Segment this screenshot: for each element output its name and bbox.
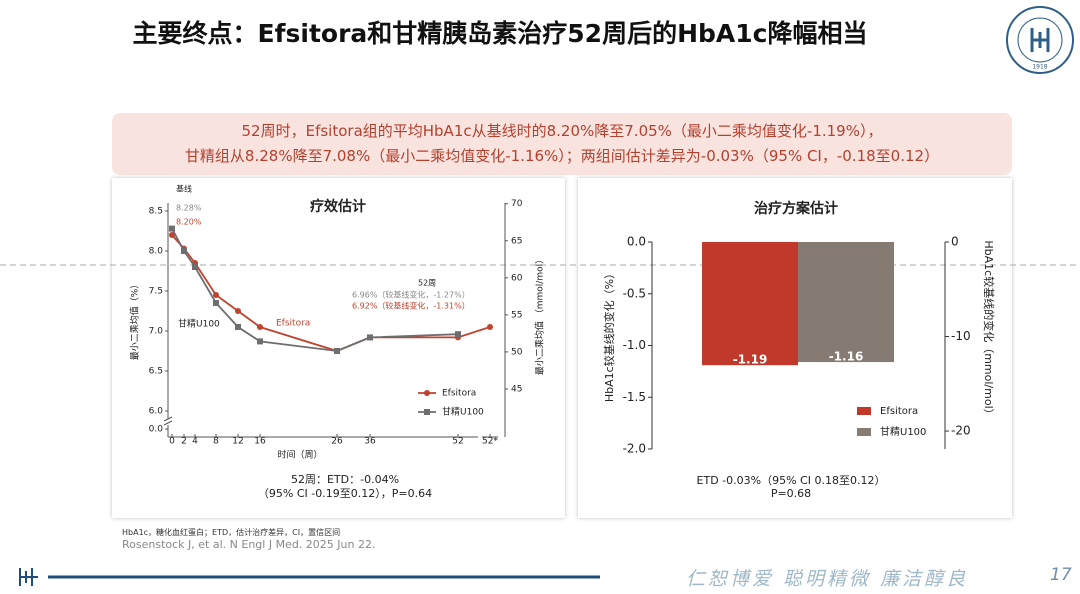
footer-logo [19, 568, 38, 586]
reference: Rosenstock J, et al. N Engl J Med. 2025 … [122, 538, 376, 551]
y-tick-label: 0.0 [149, 425, 164, 435]
y2-tick-label: -20 [951, 424, 971, 438]
x-tick-label: 2 [181, 437, 187, 447]
y2-tick-label: -10 [951, 329, 971, 343]
axis-break [163, 416, 173, 426]
marker [169, 232, 175, 238]
caption: （95% CI -0.19至0.12），P=0.64 [258, 487, 432, 500]
marker [334, 348, 340, 354]
y-tick-label: -2.0 [623, 442, 646, 456]
annotation: 6.96%（较基线变化，-1.27%） [352, 290, 470, 300]
series-line [171, 234, 491, 352]
y-axis-label: 最小二乘均值（%） [129, 280, 141, 361]
x-tick-label: 26 [331, 437, 343, 447]
marker [367, 334, 373, 341]
legend-swatch [857, 428, 871, 436]
y-tick-label: -1.5 [623, 390, 646, 404]
y-axis-label: HbA1c较基线的变化（%） [602, 268, 616, 402]
y2-tick-label: 0 [951, 235, 959, 249]
marker [192, 264, 198, 270]
slide-title: 主要终点：Efsitora和甘精胰岛素治疗52周后的HbA1c降幅相当 [132, 19, 868, 48]
series-label: 甘精U100 [178, 318, 220, 330]
y-tick-label: 8.0 [149, 247, 164, 257]
y-tick-label: 7.5 [149, 287, 163, 297]
marker [213, 292, 219, 298]
annotation: 8.20% [176, 218, 202, 227]
x-tick-label: 52* [482, 437, 498, 447]
legend-label: Efsitora [442, 389, 476, 399]
footnote: HbA1c，糖化血红蛋白；ETD，估计治疗差异，CI，置信区间 [122, 528, 341, 537]
y2-axis-label: HbA1c较基线的变化（mmol/mol） [982, 240, 996, 419]
marker [257, 324, 263, 330]
y2-tick-label: 70 [511, 199, 523, 209]
legend-label: 甘精U100 [880, 425, 926, 438]
bar [702, 242, 798, 366]
marker [235, 324, 241, 330]
y-tick-label: -1.0 [623, 338, 646, 352]
y2-axis-label: 最小二乘均值 （mmol/mol） [534, 255, 546, 375]
x-tick-label: 4 [192, 437, 198, 447]
legend-marker [424, 409, 430, 415]
page-number: 17 [1050, 565, 1072, 585]
value-label: -1.16 [829, 350, 864, 364]
x-tick-label: 0 [169, 437, 175, 447]
marker [487, 324, 493, 330]
x-tick-label: 16 [254, 437, 266, 447]
x-tick-label: 12 [232, 437, 243, 447]
y2-tick-label: 45 [511, 384, 522, 394]
summary-line: 52周时，Efsitora组的平均HbA1c从基线时的8.20%降至7.05%（… [241, 122, 883, 140]
chart-title: 疗效估计 [310, 198, 366, 215]
y-tick-label: 6.5 [149, 367, 163, 377]
y2-tick-label: 55 [511, 310, 522, 320]
series-label: Efsitora [276, 319, 310, 329]
summary-box: 52周时，Efsitora组的平均HbA1c从基线时的8.20%降至7.05%（… [112, 113, 1012, 175]
value-label: -1.19 [733, 353, 768, 367]
marker [257, 338, 263, 345]
legend-label: 甘精U100 [442, 406, 484, 418]
y-tick-label: 8.5 [149, 207, 163, 217]
logo: 1918 [1006, 6, 1074, 74]
marker [235, 308, 241, 314]
x-tick-label: 8 [213, 437, 219, 447]
annotation: 52周 [418, 279, 436, 288]
x-tick-label: 52 [452, 437, 463, 447]
marker [213, 300, 219, 306]
x-axis-label: 时间（周） [277, 449, 322, 461]
caption: ETD -0.03%（95% CI 0.18至0.12） [697, 474, 886, 487]
y-tick-label: 7.0 [149, 327, 164, 337]
motto: 仁恕博爱 聪明精微 廉洁醇良 [686, 568, 969, 590]
bar [798, 242, 894, 363]
y2-tick-label: 60 [511, 273, 523, 283]
annotation: 6.92%（较基线变化，-1.31%） [352, 301, 470, 311]
logo-year: 1918 [1032, 64, 1047, 71]
legend-marker [424, 390, 430, 396]
annotation: 基线 [176, 184, 192, 194]
y-tick-label: 6.0 [149, 407, 164, 417]
chart-title: 治疗方案估计 [754, 200, 838, 217]
marker [455, 331, 461, 338]
caption: P=0.68 [771, 487, 811, 500]
legend-swatch [857, 407, 871, 415]
y2-tick-label: 50 [511, 347, 523, 357]
y-tick-label: 0.0 [627, 235, 646, 249]
y2-tick-label: 65 [511, 236, 522, 246]
y-tick-label: -0.5 [623, 286, 646, 300]
annotation: 8.28% [176, 204, 202, 213]
x-tick-label: 36 [364, 437, 376, 447]
caption: 52周：ETD：-0.04% [291, 473, 399, 486]
legend-label: Efsitora [880, 406, 918, 417]
marker [181, 248, 187, 254]
marker [169, 225, 175, 232]
summary-line: 甘精组从8.28%降至7.08%（最小二乘均值变化-1.16%）；两组间估计差异… [184, 147, 940, 165]
